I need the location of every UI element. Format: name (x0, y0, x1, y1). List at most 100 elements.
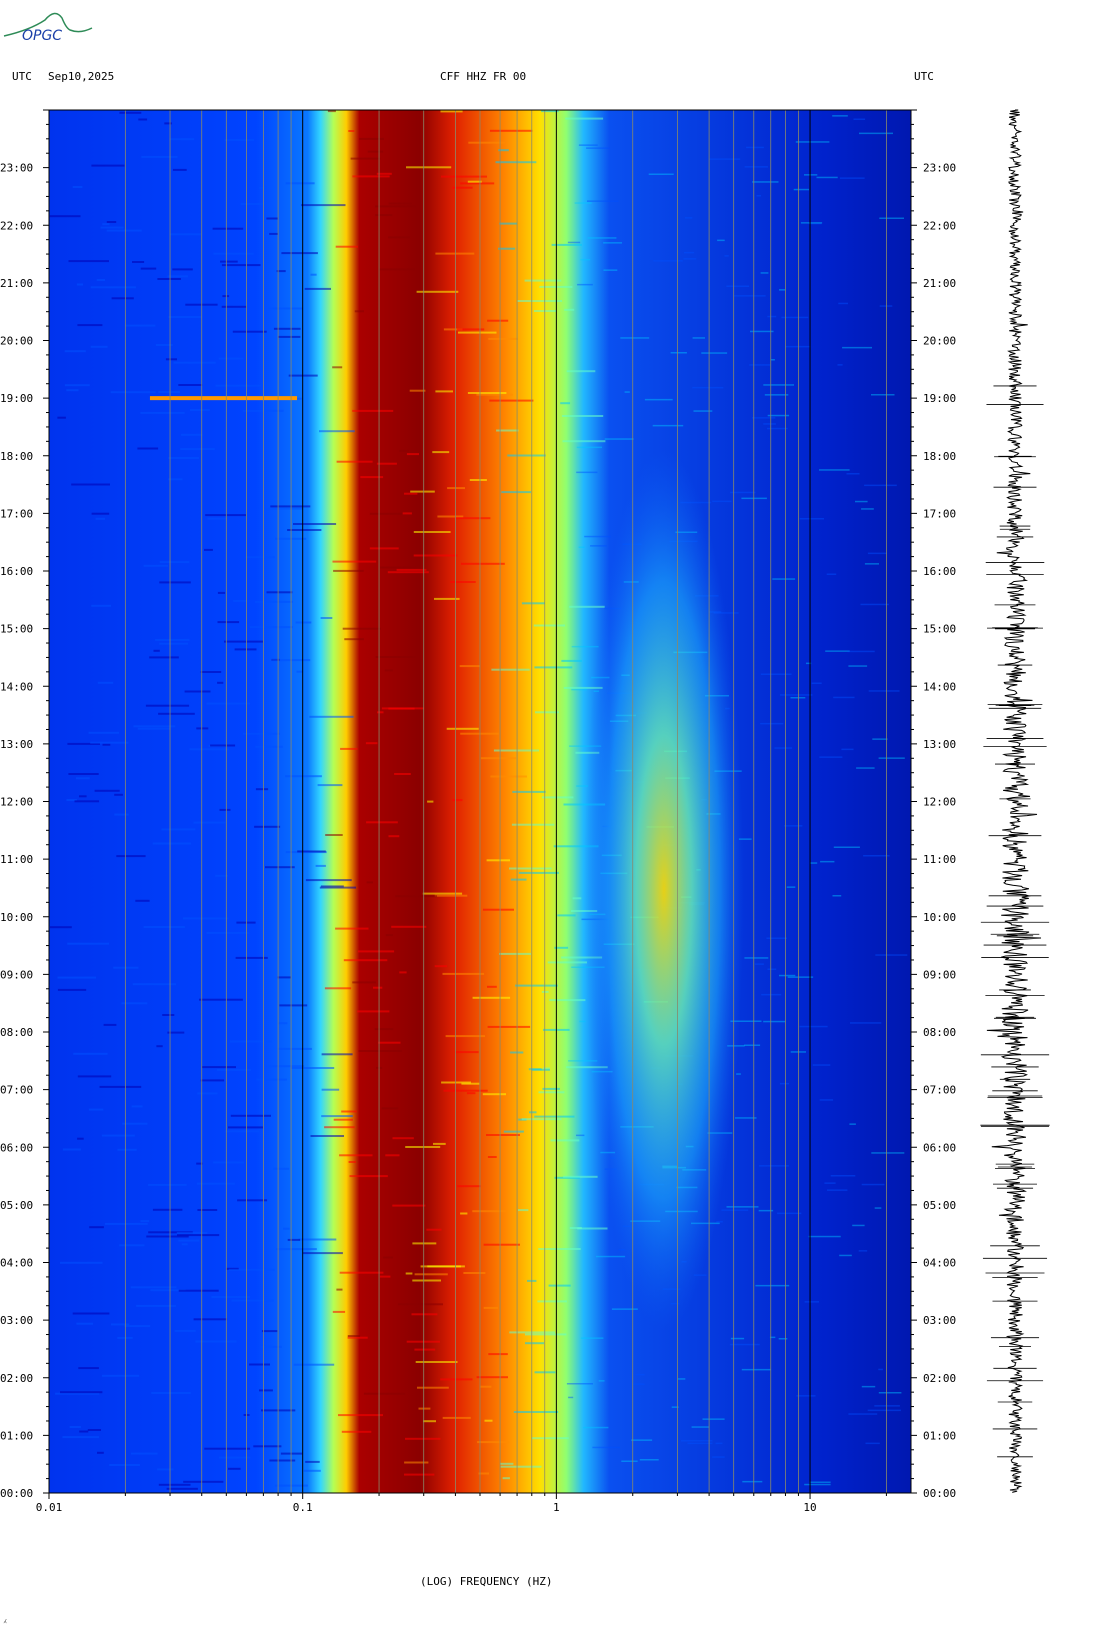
streak (512, 790, 546, 793)
streak (305, 879, 352, 882)
streak (487, 985, 497, 988)
streak (525, 1333, 567, 1336)
streak (399, 449, 409, 452)
event-line (149, 396, 298, 401)
streak (278, 1022, 288, 1025)
streak (692, 386, 724, 389)
streak (335, 927, 369, 930)
streak (217, 681, 224, 684)
streak (232, 330, 267, 333)
streak (170, 233, 202, 236)
streak (621, 1460, 638, 1462)
streak (853, 118, 866, 120)
streak (808, 1235, 841, 1238)
streak (472, 996, 511, 999)
y-tick-label-right: 02:00 (923, 1372, 956, 1385)
streak (879, 305, 893, 307)
streak (434, 894, 468, 897)
streak (332, 366, 343, 369)
streak (183, 917, 229, 920)
streak (767, 968, 777, 970)
streak (140, 411, 185, 414)
streak (178, 1239, 200, 1242)
streak (466, 1092, 476, 1095)
streak (469, 479, 487, 481)
streak (165, 358, 177, 361)
streak (537, 1300, 567, 1303)
streak (135, 899, 150, 902)
streak (268, 307, 303, 310)
streak (217, 621, 240, 624)
streak (181, 433, 203, 436)
streak (841, 748, 854, 751)
streak (375, 214, 393, 217)
streak (256, 1078, 287, 1081)
streak (842, 346, 872, 349)
streak (716, 1221, 723, 1223)
streak (724, 255, 729, 257)
streak (864, 484, 897, 487)
streak (404, 492, 418, 495)
streak (297, 850, 326, 853)
y-tick-label-right: 09:00 (923, 968, 956, 981)
streak (391, 925, 427, 928)
streak (702, 1418, 725, 1420)
streak (730, 491, 756, 494)
streak (131, 1452, 158, 1455)
streak (336, 1288, 343, 1291)
streak (349, 1175, 388, 1178)
streak (320, 885, 344, 888)
streak (67, 942, 109, 945)
time-axes: 00:00 00:00 01:00 01:00 02:00 02:00 03:00 03:00… (0, 109, 956, 1500)
streak (867, 1409, 901, 1412)
streak (215, 384, 261, 387)
streak (225, 1130, 259, 1133)
y-tick-label-right: 20:00 (923, 335, 956, 348)
streak (193, 821, 226, 824)
streak (524, 279, 562, 282)
streak (221, 305, 247, 308)
streak (342, 627, 381, 630)
streak (167, 275, 188, 278)
y-tick-label-right: 14:00 (923, 680, 956, 693)
streak (858, 1250, 868, 1252)
streak (635, 1373, 645, 1376)
streak (631, 1439, 653, 1441)
streak (744, 166, 768, 168)
streak (74, 800, 100, 803)
streak (712, 1456, 725, 1458)
streak (352, 409, 394, 412)
streak (309, 715, 354, 718)
streak (819, 469, 850, 471)
streak (784, 825, 803, 827)
streak (432, 451, 450, 454)
y-tick-label-left: 05:00 (0, 1199, 33, 1212)
streak (207, 517, 228, 520)
streak (293, 1363, 335, 1366)
streak (499, 952, 531, 955)
streak (76, 1322, 94, 1325)
streak (110, 391, 156, 394)
streak (69, 1426, 81, 1428)
y-tick-label-left: 08:00 (0, 1026, 33, 1039)
streak (457, 1185, 481, 1188)
streak (99, 1085, 142, 1088)
streak (804, 174, 818, 176)
streak (148, 1231, 193, 1234)
streak (547, 961, 587, 964)
streak (288, 374, 318, 377)
streak (213, 1161, 245, 1164)
streak (197, 1092, 218, 1095)
streak (64, 384, 90, 387)
y-tick-label-left: 09:00 (0, 968, 33, 981)
streak (319, 430, 355, 433)
streak (487, 1025, 531, 1028)
y-tick-label-right: 21:00 (923, 277, 956, 290)
streak (534, 666, 573, 669)
streak (319, 886, 357, 889)
streak (752, 417, 776, 419)
streak (131, 1105, 143, 1108)
y-tick-label-left: 23:00 (0, 162, 33, 175)
streak (502, 1477, 510, 1480)
streak (50, 926, 72, 929)
